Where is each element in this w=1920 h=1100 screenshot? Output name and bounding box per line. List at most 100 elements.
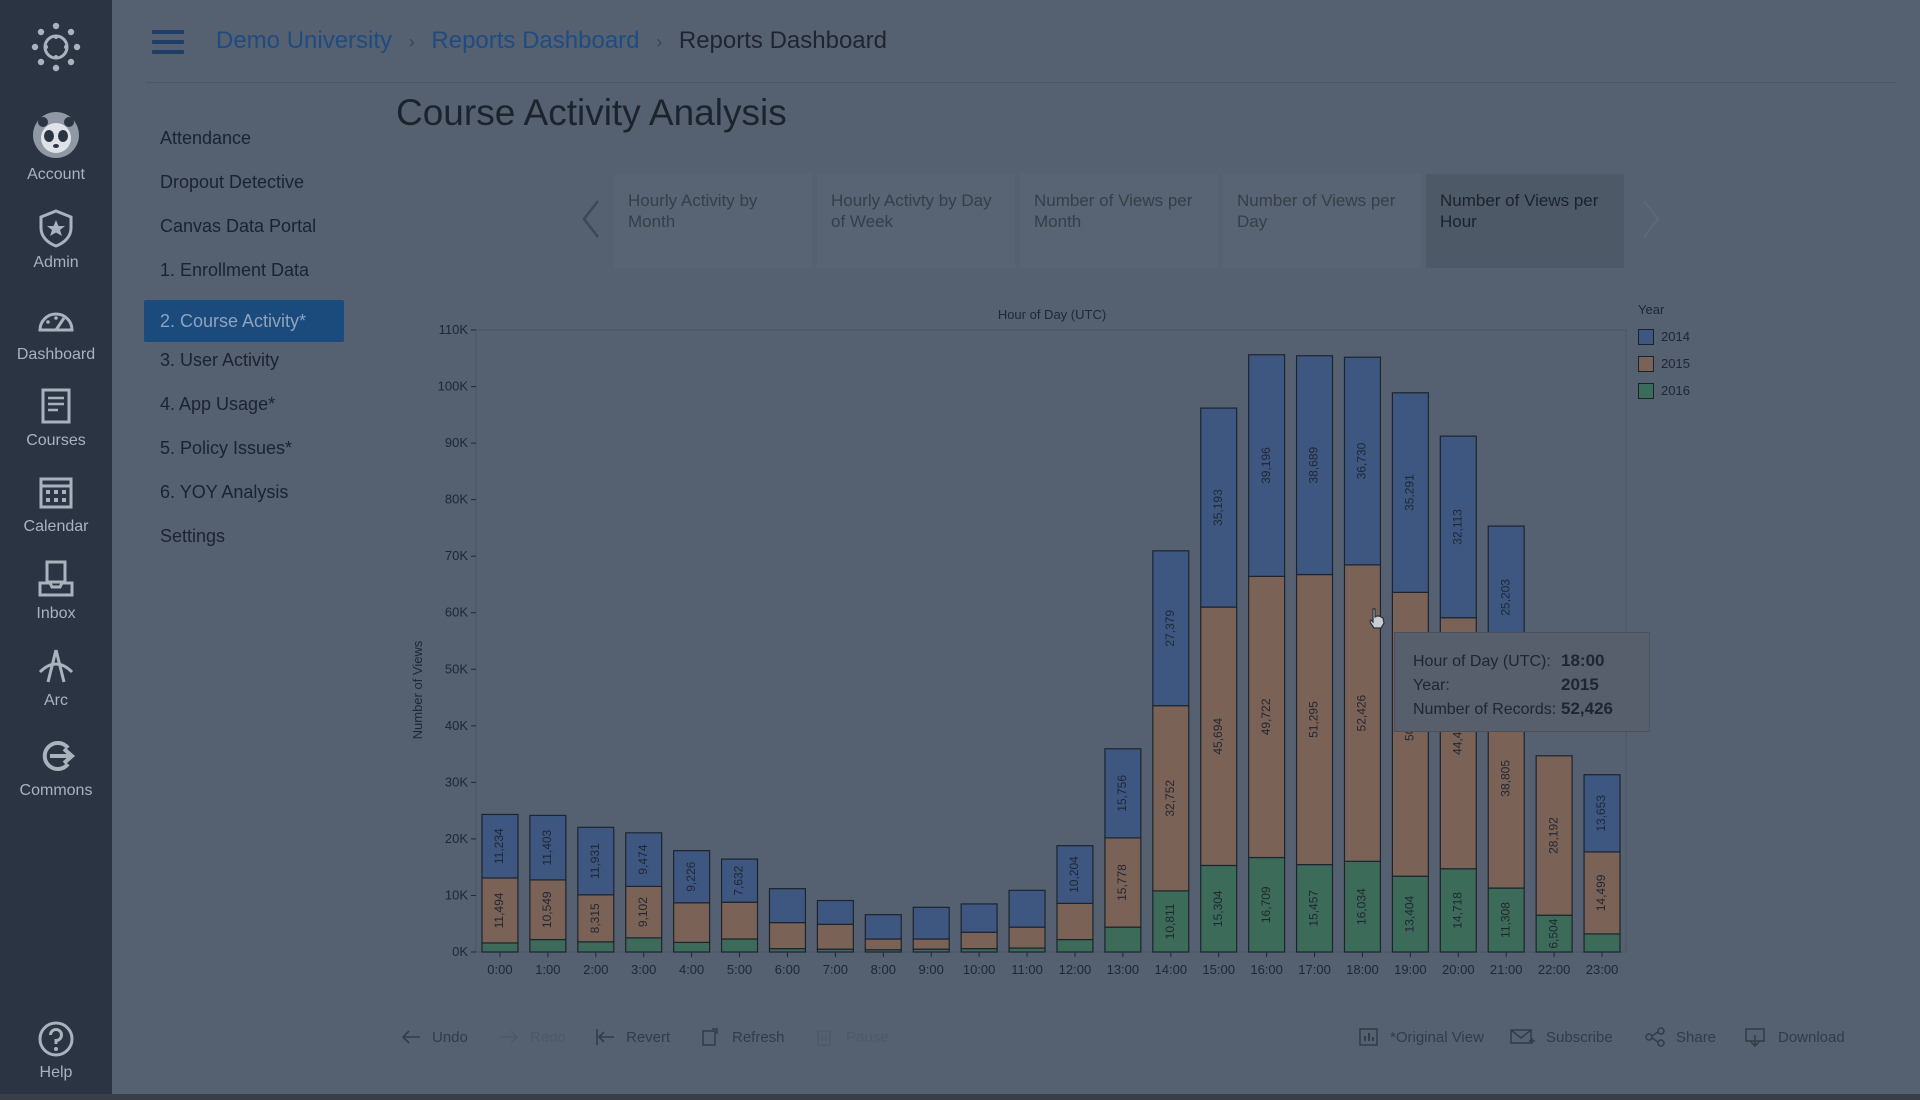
share-button[interactable]: Share: [1644, 1022, 1716, 1052]
y-tick-label: 10K: [445, 887, 468, 902]
redo-button[interactable]: Redo: [498, 1022, 566, 1052]
chevron-right-icon[interactable]: [1636, 195, 1666, 243]
viz-toolbar: Undo Redo Revert Refresh Pause *Original…: [400, 1022, 1845, 1052]
nav-commons[interactable]: Commons: [0, 736, 112, 800]
bar-segment-2014: [577, 826, 615, 896]
bottom-strip: [0, 1094, 1920, 1100]
section-nav-course-activity[interactable]: 2. Course Activity*: [144, 300, 344, 342]
tab-hourly-activity-by-month[interactable]: Hourly Activity by Month: [614, 174, 812, 268]
tab-hourly-activity-by-day-of-week[interactable]: Hourly Activty by Day of Week: [817, 174, 1015, 268]
section-nav-attendance[interactable]: Attendance: [160, 128, 252, 148]
bar-segment-2014: [1200, 407, 1238, 608]
bar-segment-2016: [529, 938, 567, 953]
nav-inbox[interactable]: Inbox: [0, 559, 112, 623]
bar-value-label: 16,709: [1259, 886, 1273, 923]
bar-segment-2016: [1583, 933, 1621, 953]
subscribe-label: Subscribe: [1546, 1028, 1613, 1046]
bar-value-label: 35,291: [1403, 474, 1417, 511]
x-tick-label: 23:00: [1586, 962, 1619, 975]
nav-arc-label: Arc: [44, 692, 68, 709]
undo-button[interactable]: Undo: [400, 1022, 468, 1052]
bar-segment-2014: [673, 850, 711, 904]
download-button[interactable]: Download: [1744, 1022, 1845, 1052]
section-nav-policy-issues[interactable]: 5. Policy Issues*: [160, 438, 293, 458]
x-tick-label: 2:00: [583, 962, 608, 975]
tooltip-hour-value: 18:00: [1561, 651, 1605, 670]
x-tick-label: 0:00: [487, 962, 512, 975]
nav-help[interactable]: Help: [0, 1020, 112, 1082]
revert-icon: [596, 1029, 614, 1045]
help-icon: [38, 1021, 74, 1057]
section-nav-canvas-data-portal[interactable]: Canvas Data Portal: [160, 216, 317, 236]
legend-item-2015[interactable]: 2015: [1638, 350, 1690, 377]
bar-segment-2016: [1487, 887, 1525, 953]
menu-toggle-icon[interactable]: [152, 30, 184, 54]
nav-arc[interactable]: Arc: [0, 646, 112, 710]
share-icon: [1645, 1027, 1665, 1047]
bar-value-label: 49,722: [1259, 698, 1273, 735]
page-title: Course Activity Analysis: [396, 92, 787, 133]
bar-segment-2014: [1391, 392, 1429, 593]
x-tick-label: 4:00: [679, 962, 704, 975]
x-tick-label: 21:00: [1490, 962, 1523, 975]
y-tick-label: 60K: [445, 605, 468, 620]
admin-icon: [39, 209, 73, 248]
section-nav-enrollment-data[interactable]: 1. Enrollment Data: [160, 260, 310, 280]
tab-views-per-hour[interactable]: Number of Views per Hour: [1426, 174, 1624, 268]
nav-calendar[interactable]: Calendar: [0, 472, 112, 536]
calendar-icon: [39, 477, 73, 509]
nav-account[interactable]: Account: [0, 110, 112, 184]
canvas-logo-icon[interactable]: [31, 22, 81, 72]
pause-label: Pause: [846, 1028, 889, 1046]
original-view-icon: [1359, 1028, 1378, 1046]
redo-icon: [500, 1030, 519, 1044]
section-nav-yoy-analysis[interactable]: 6. YOY Analysis: [160, 482, 289, 502]
bar-value-label: 15,778: [1115, 864, 1129, 901]
bar-segment-2016: [1439, 868, 1477, 953]
bar-value-label: 13,653: [1594, 795, 1608, 832]
bar-segment-2014: [481, 813, 519, 879]
refresh-button[interactable]: Refresh: [700, 1022, 785, 1052]
bar-segment-2014: [1056, 845, 1094, 904]
legend-label-2016: 2016: [1661, 383, 1690, 398]
tab-views-per-day[interactable]: Number of Views per Day: [1223, 174, 1421, 268]
tooltip-records-key: Number of Records:: [1413, 701, 1557, 718]
breadcrumb-link-reports[interactable]: Reports Dashboard: [431, 27, 640, 54]
nav-dashboard[interactable]: Dashboard: [0, 300, 112, 364]
nav-admin[interactable]: Admin: [0, 208, 112, 272]
download-icon: [1745, 1028, 1765, 1047]
legend-item-2014[interactable]: 2014: [1638, 323, 1690, 350]
revert-button[interactable]: Revert: [594, 1022, 670, 1052]
breadcrumb-link-university[interactable]: Demo University: [216, 27, 393, 54]
bar-segment-2015: [720, 901, 759, 940]
x-tick-label: 10:00: [963, 962, 996, 975]
bar-segment-2014: [1439, 435, 1477, 619]
tooltip-year-key: Year:: [1413, 677, 1450, 694]
section-nav-settings[interactable]: Settings: [160, 526, 226, 546]
bar-segment-2016: [625, 937, 663, 953]
bar-segment-2014: [768, 888, 807, 924]
bar-segment-2014: [912, 906, 950, 940]
section-nav-app-usage[interactable]: 4. App Usage*: [160, 394, 276, 414]
bar-value-label: 27,379: [1163, 610, 1177, 647]
x-tick-label: 13:00: [1107, 962, 1140, 975]
bar-segment-2014: [864, 914, 902, 940]
y-tick-label: 100K: [438, 379, 469, 394]
bar-segment-2015: [577, 894, 615, 943]
bar-segment-2015: [960, 931, 998, 950]
section-nav-user-activity[interactable]: 3. User Activity: [160, 350, 280, 370]
bar-segment-2016: [1056, 938, 1094, 953]
original-view-button[interactable]: *Original View: [1358, 1022, 1484, 1052]
tooltip-year-value: 2015: [1561, 675, 1599, 694]
chevron-left-icon[interactable]: [576, 195, 606, 243]
pause-icon: [817, 1030, 831, 1046]
pause-button[interactable]: Pause: [814, 1022, 889, 1052]
legend-item-2016[interactable]: 2016: [1638, 377, 1690, 404]
section-nav-dropout-detective[interactable]: Dropout Detective: [160, 172, 305, 192]
x-tick-label: 18:00: [1346, 962, 1379, 975]
nav-courses[interactable]: Courses: [0, 386, 112, 450]
chart-tooltip: Hour of Day (UTC): 18:00 Year: 2015 Number…: [1394, 632, 1650, 732]
x-tick-label: 16:00: [1250, 962, 1283, 975]
subscribe-button[interactable]: Subscribe: [1510, 1022, 1613, 1052]
tab-views-per-month[interactable]: Number of Views per Month: [1020, 174, 1218, 268]
